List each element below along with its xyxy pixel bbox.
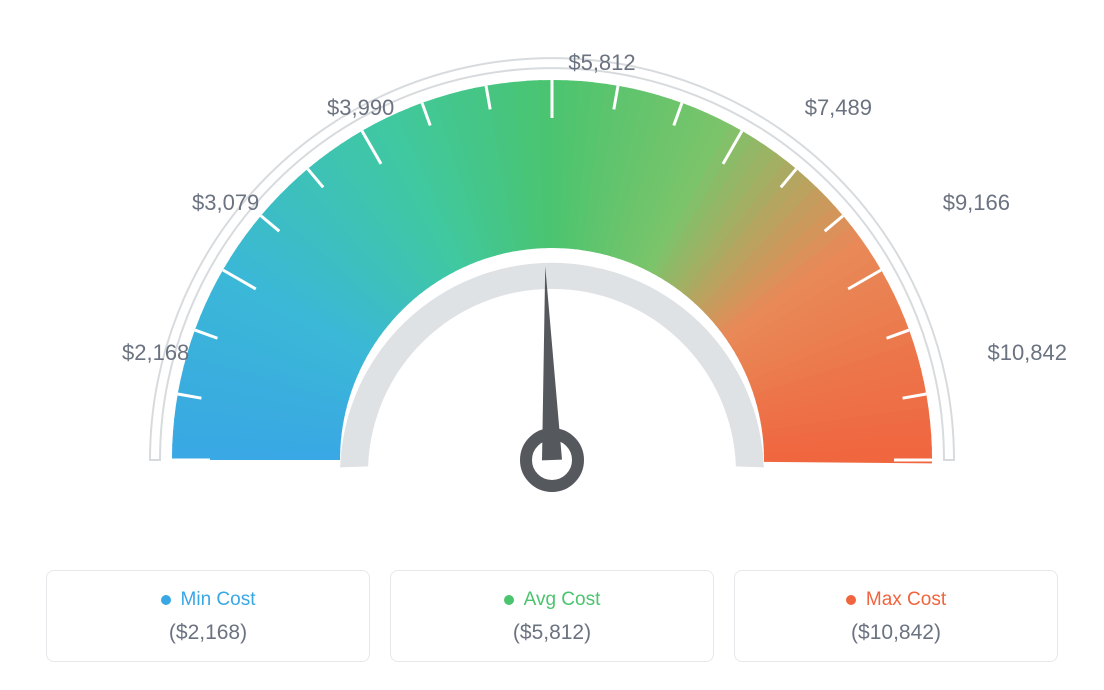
cost-gauge-chart: $2,168 $3,079 $3,990 $5,812 $7,489 $9,166 $10,… <box>0 0 1104 690</box>
max-cost-card: Max Cost ($10,842) <box>734 570 1058 662</box>
dot-icon <box>504 595 514 605</box>
min-cost-card: Min Cost ($2,168) <box>46 570 370 662</box>
dot-icon <box>846 595 856 605</box>
min-cost-value: ($2,168) <box>47 621 369 645</box>
avg-cost-title: Avg Cost <box>524 589 601 611</box>
summary-cards: Min Cost ($2,168) Avg Cost ($5,812) Max … <box>46 570 1058 662</box>
max-cost-title: Max Cost <box>866 589 946 611</box>
gauge-svg <box>92 20 1012 530</box>
gauge-tick-label: $2,168 <box>122 340 189 366</box>
gauge-tick-label: $7,489 <box>805 95 872 121</box>
avg-cost-card: Avg Cost ($5,812) <box>390 570 714 662</box>
gauge-tick-label: $9,166 <box>943 190 1010 216</box>
avg-cost-value: ($5,812) <box>391 621 713 645</box>
gauge-area: $2,168$3,079$3,990$5,812$7,489$9,166$10,… <box>92 20 1012 530</box>
max-cost-value: ($10,842) <box>735 621 1057 645</box>
dot-icon <box>161 595 171 605</box>
min-cost-title: Min Cost <box>181 589 256 611</box>
gauge-tick-label: $5,812 <box>568 50 635 76</box>
max-cost-title-row: Max Cost <box>846 589 946 611</box>
min-cost-title-row: Min Cost <box>161 589 256 611</box>
gauge-tick-label: $3,990 <box>327 95 394 121</box>
gauge-tick-label: $3,079 <box>192 190 259 216</box>
avg-cost-title-row: Avg Cost <box>504 589 601 611</box>
gauge-tick-label: $10,842 <box>987 340 1067 366</box>
